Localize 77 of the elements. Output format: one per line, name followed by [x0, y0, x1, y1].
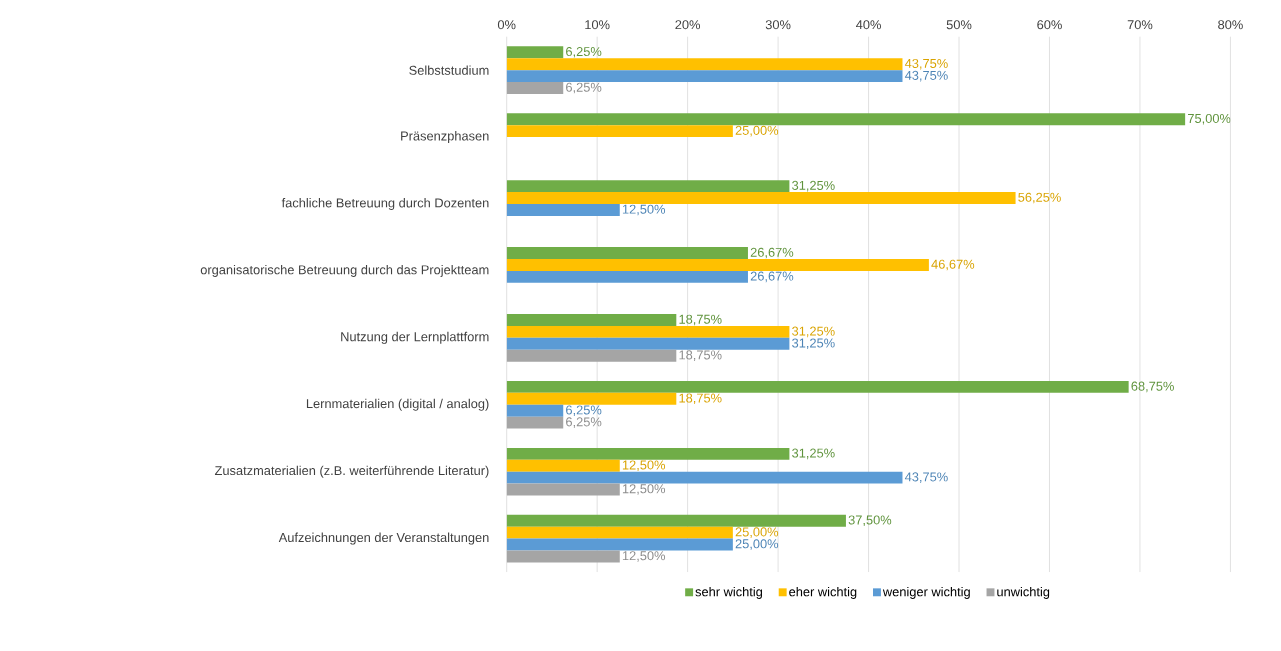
bar: [506, 270, 748, 283]
y-tick-label: Präsenzphasen: [401, 130, 489, 143]
data-label: 31,25%: [792, 448, 835, 459]
bar: [506, 404, 564, 417]
x-tick-label: 60%: [1037, 19, 1062, 30]
y-tick-label: Selbststudium: [409, 65, 489, 75]
bar: [506, 447, 790, 460]
bar: [506, 392, 677, 405]
bar: [506, 46, 564, 59]
data-label: 43,75%: [904, 472, 948, 483]
data-label: 6,25%: [566, 405, 602, 416]
data-label: 12,50%: [622, 550, 666, 562]
data-label: 25,00%: [735, 125, 779, 137]
x-tick-label: 20%: [675, 19, 701, 30]
bar: [506, 483, 620, 496]
data-label: 6,25%: [566, 46, 602, 58]
x-tick-label: 40%: [856, 19, 881, 30]
bar: [506, 349, 677, 362]
bar: [506, 180, 790, 192]
data-label: 43,75%: [904, 58, 948, 70]
data-label: 46,67%: [931, 259, 975, 271]
data-label: 31,25%: [792, 338, 835, 349]
bar: [506, 550, 620, 563]
y-tick-label: Nutzung der Lernplattform: [341, 331, 489, 344]
data-label: 12,50%: [622, 204, 666, 216]
data-label: 43,75%: [904, 70, 948, 82]
bar: [506, 514, 846, 527]
x-tick-label: 50%: [946, 19, 972, 30]
bar: [506, 459, 620, 472]
bar: [506, 125, 733, 137]
data-label: 18,75%: [679, 314, 722, 326]
data-label: 18,75%: [679, 350, 722, 361]
bar: [506, 203, 620, 216]
data-label: 56,25%: [1018, 192, 1061, 204]
data-label: 12,50%: [622, 484, 666, 495]
x-tick-label: 70%: [1127, 19, 1153, 30]
y-tick-label: Zusatzmaterialien (z.B. weiterführende Literatur): [214, 465, 489, 478]
bar: [506, 69, 903, 82]
y-tick-label: Lernmaterialien (digital / analog): [306, 398, 489, 411]
bar: [506, 81, 564, 94]
bar: [506, 58, 903, 70]
bar: [506, 325, 790, 338]
bar: [506, 380, 1129, 393]
legend-label: weniger wichtig: [882, 586, 970, 599]
x-tick-label: 0%: [497, 19, 516, 30]
bar: [506, 191, 1016, 204]
y-tick-label: fachliche Betreuung durch Dozenten: [281, 197, 489, 210]
bar: [506, 416, 564, 429]
data-label: 25,00%: [735, 527, 779, 538]
y-tick-label: Aufzeichnungen der Veranstaltungen: [278, 532, 489, 545]
legend-label: eher wichtig: [789, 586, 857, 599]
data-label: 6,25%: [566, 417, 602, 428]
bar: [506, 538, 733, 551]
x-tick-label: 10%: [585, 19, 610, 30]
bar: [506, 258, 929, 271]
bar: [506, 526, 733, 539]
data-label: 37,50%: [848, 515, 892, 526]
data-label: 25,00%: [735, 539, 779, 550]
bar: [506, 246, 748, 259]
data-label: 6,25%: [566, 82, 602, 94]
x-tick-label: 80%: [1218, 19, 1243, 30]
data-label: 26,67%: [750, 247, 794, 259]
bar: [506, 113, 1186, 125]
bar: [506, 471, 903, 484]
data-label: 31,25%: [792, 326, 835, 338]
data-label: 18,75%: [679, 393, 722, 404]
data-label: 31,25%: [792, 180, 835, 192]
bar: [506, 337, 790, 350]
bar: [506, 313, 677, 326]
legend-label: sehr wichtig: [695, 586, 763, 599]
data-label: 12,50%: [622, 460, 666, 471]
legend-label: unwichtig: [997, 586, 1050, 599]
x-tick-label: 30%: [765, 19, 791, 30]
data-label: 68,75%: [1131, 381, 1174, 393]
y-tick-label: organisatorische Betreuung durch das Projektteam: [200, 264, 489, 277]
data-label: 75,00%: [1188, 113, 1231, 125]
data-label: 26,67%: [750, 271, 794, 282]
